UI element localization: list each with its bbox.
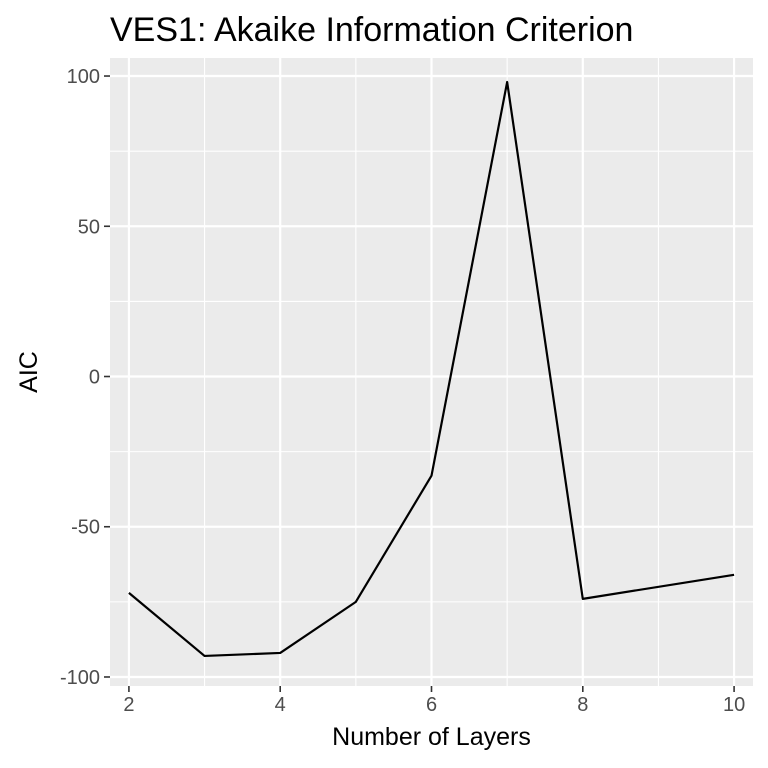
- series-line-aic: [128, 80, 735, 658]
- y-tick-label: -100: [60, 667, 100, 689]
- y-tick-label: 0: [89, 367, 100, 389]
- x-tick-label: 8: [577, 694, 588, 716]
- y-axis-ticks: -100 -50 0 50 100: [60, 66, 110, 689]
- x-tick-label: 10: [723, 694, 745, 716]
- x-tick-label: 4: [275, 694, 286, 716]
- y-axis-title: AIC: [15, 351, 43, 393]
- x-axis-ticks: 2 4 6 8 10: [123, 686, 745, 716]
- major-gridlines: [110, 58, 753, 686]
- x-axis-title: Number of Layers: [332, 723, 531, 751]
- y-tick-label: 50: [78, 216, 100, 238]
- y-tick-label: -50: [71, 517, 100, 539]
- chart-title: VES1: Akaike Information Criterion: [110, 11, 633, 49]
- y-tick-label: 100: [67, 66, 100, 88]
- x-tick-label: 2: [123, 694, 134, 716]
- x-tick-label: 6: [426, 694, 437, 716]
